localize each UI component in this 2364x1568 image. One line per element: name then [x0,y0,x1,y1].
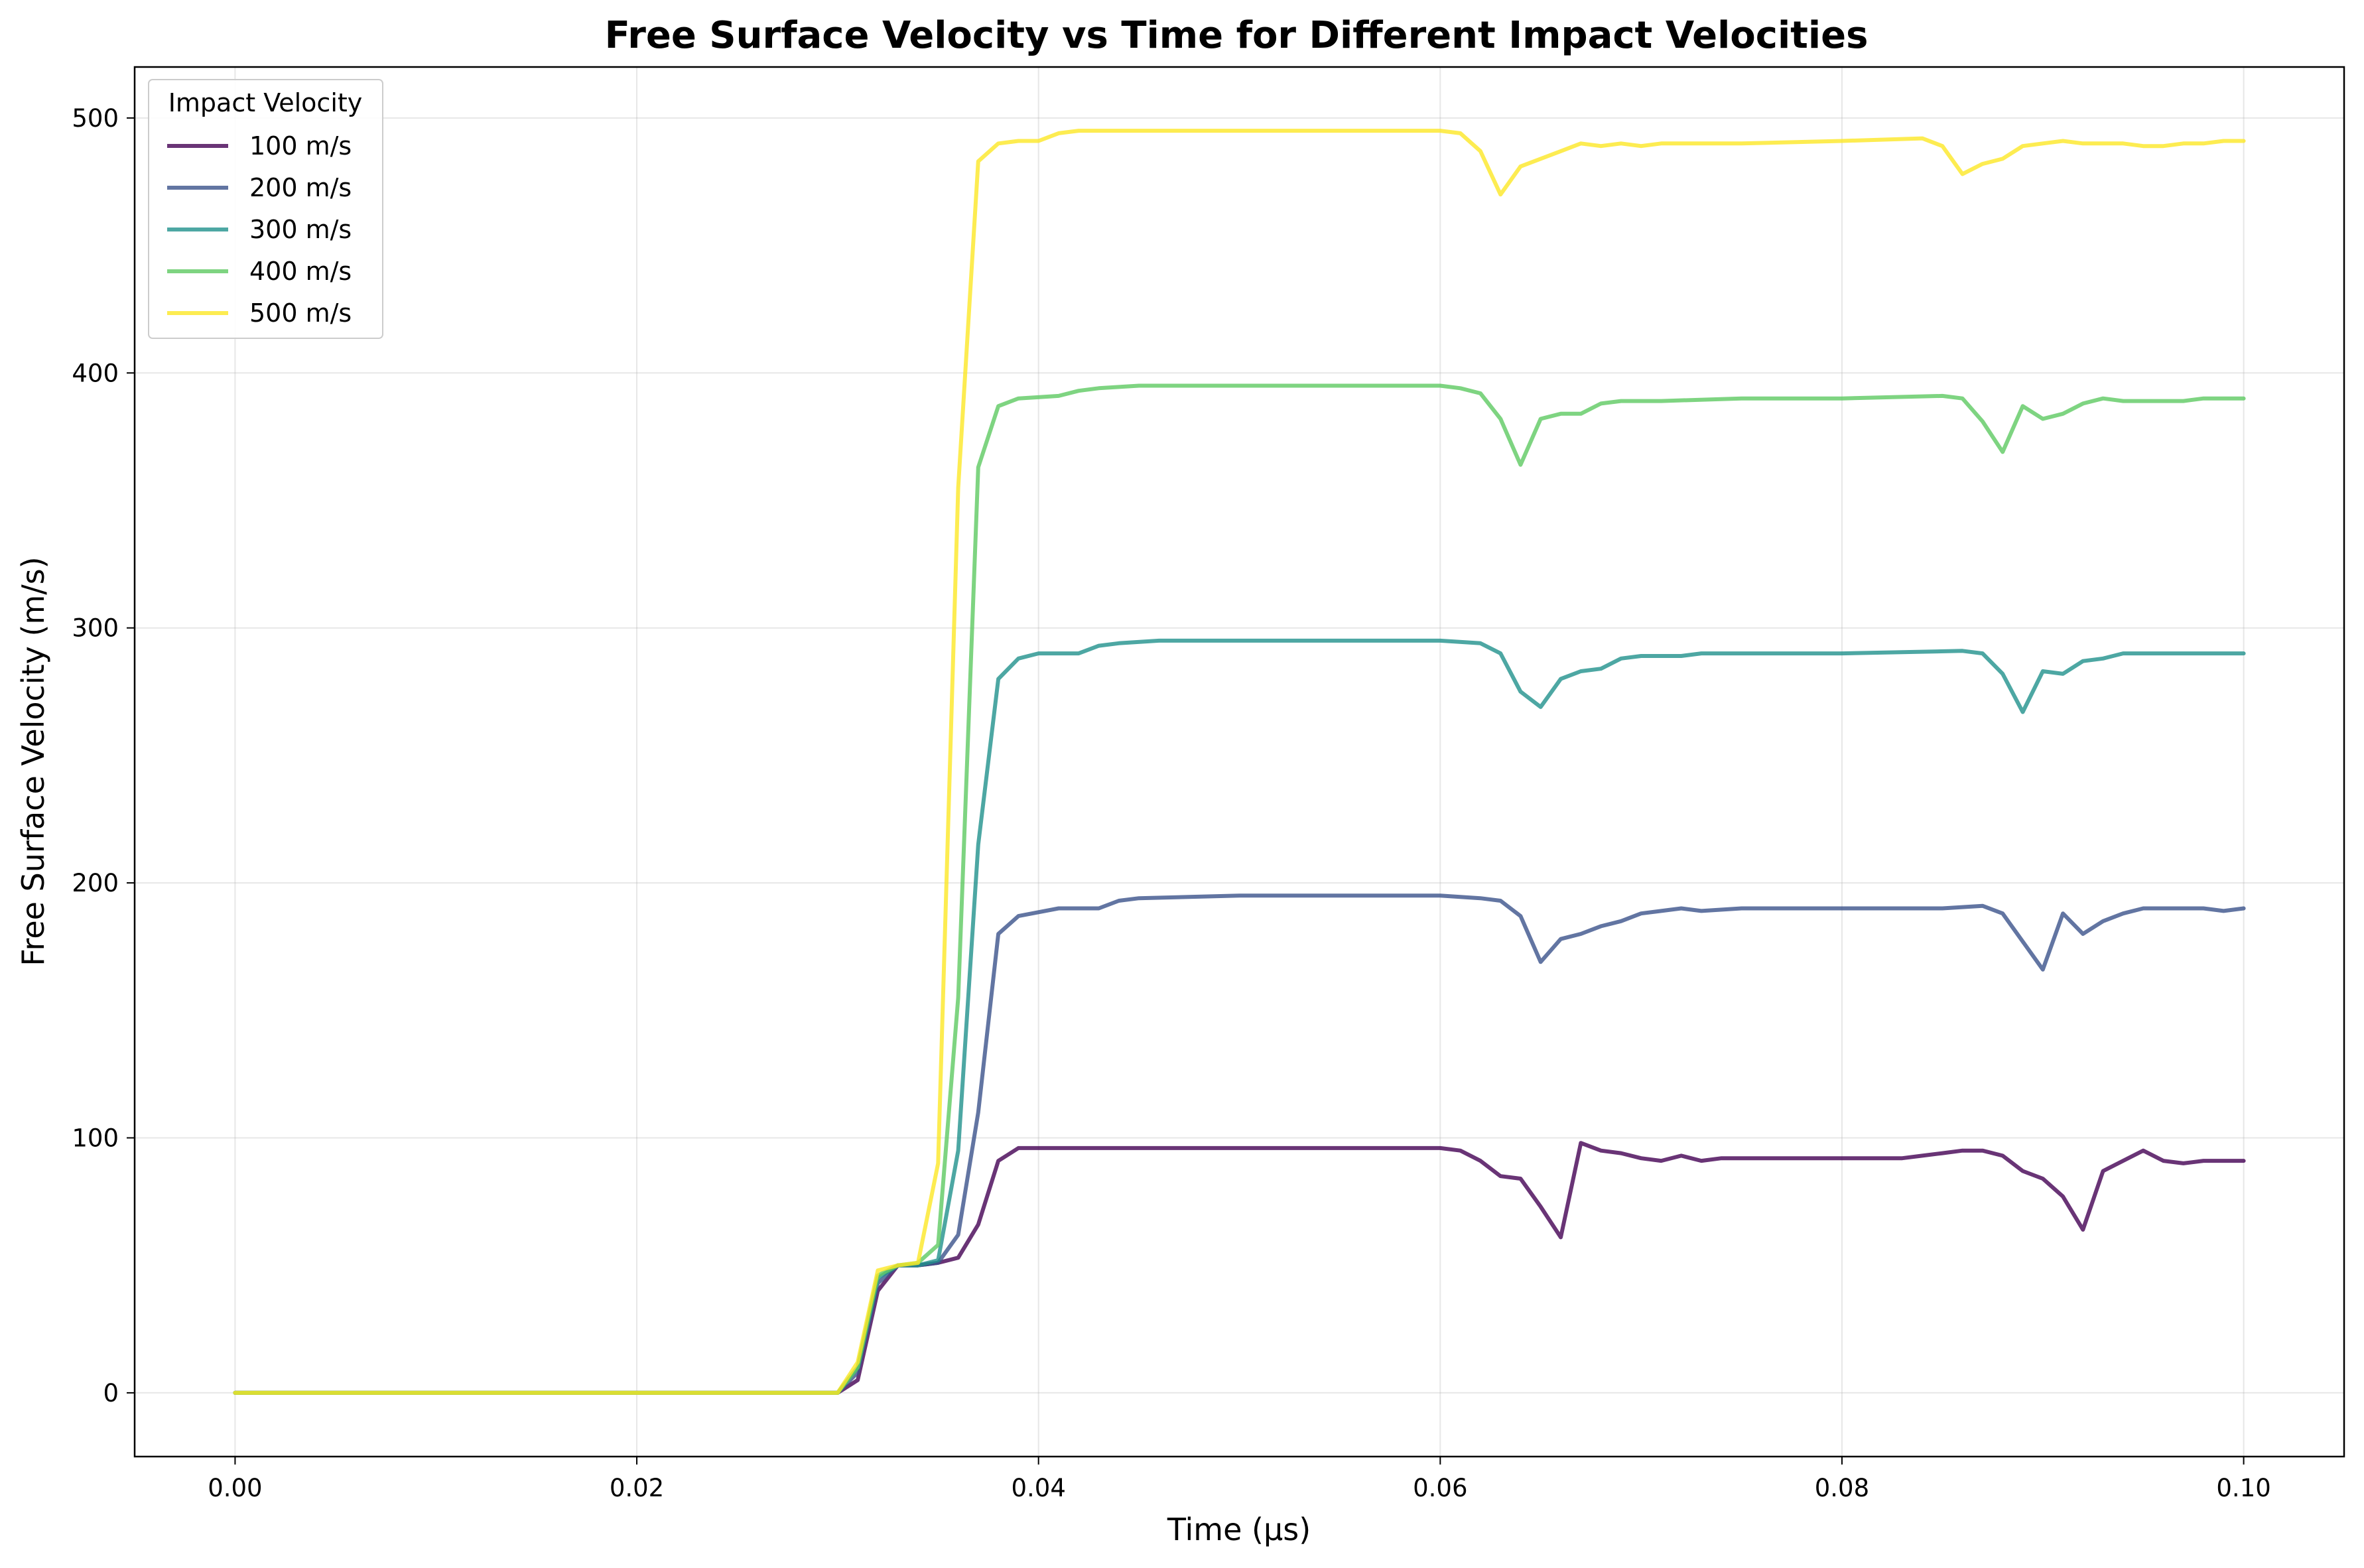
plot-frame [133,66,2345,1458]
x-tick-label: 0.00 [208,1474,262,1502]
series-line-300-m-s [233,638,2246,1395]
y-tick-label: 500 [72,104,119,133]
grid-lines [135,67,2344,1457]
series-line-200-m-s [233,893,2246,1395]
y-tick-label: 300 [72,614,119,643]
legend-label-400-m-s: 400 m/s [249,257,352,286]
x-tick-label: 0.06 [1413,1474,1467,1502]
y-axis-label: Free Surface Velocity (m/s) [15,556,51,966]
legend-label-100-m-s: 100 m/s [249,131,352,161]
series-line-100-m-s [233,1141,2246,1395]
y-tick-label: 100 [72,1124,119,1152]
chart-title: Free Surface Velocity vs Time for Differ… [605,14,1869,57]
legend-items: 100 m/s 200 m/s 300 m/s 400 m/s 500 m/s [167,131,352,328]
y-tick-label: 0 [103,1379,119,1407]
series-line-500-m-s [233,129,2246,1395]
series-line-400-m-s [233,383,2246,1395]
legend-label-200-m-s: 200 m/s [249,173,352,202]
x-tick-label: 0.02 [610,1474,664,1502]
legend: Impact Velocity 100 m/s 200 m/s 300 m/s 400… [148,79,383,339]
series-lines [233,129,2246,1395]
legend-title: Impact Velocity [168,88,363,117]
x-axis-label: Time (µs) [1167,1512,1311,1547]
x-axis-ticks: 0.00 0.02 0.04 0.06 0.08 0.10 [208,1457,2271,1502]
legend-label-500-m-s: 500 m/s [249,298,352,328]
legend-label-300-m-s: 300 m/s [249,215,352,244]
x-tick-label: 0.08 [1815,1474,1869,1502]
x-tick-label: 0.04 [1011,1474,1065,1502]
y-tick-label: 400 [72,359,119,387]
y-tick-label: 200 [72,869,119,897]
y-axis-ticks: 0 100 200 300 400 500 [72,104,135,1407]
x-tick-label: 0.10 [2216,1474,2270,1502]
